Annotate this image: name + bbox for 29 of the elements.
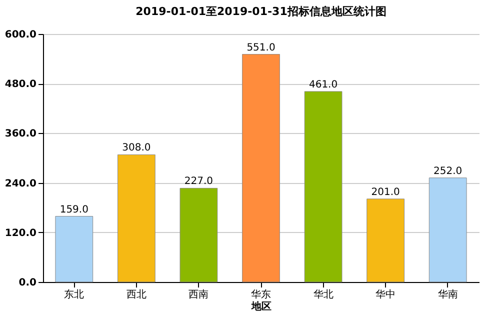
data-label: 252.0 (434, 166, 462, 177)
data-label: 159.0 (60, 204, 88, 216)
bar (304, 91, 342, 282)
data-label: 201.0 (371, 186, 400, 198)
x-tick-label: 华南 (438, 288, 458, 300)
bar (366, 198, 405, 282)
x-tick-label: 华东 (251, 288, 271, 300)
bar (242, 54, 280, 282)
bar (117, 154, 156, 282)
data-label: 551.0 (246, 42, 276, 54)
x-tick-label: 西北 (126, 288, 146, 300)
x-tick-label: 东北 (64, 288, 84, 300)
chart-title: 2019-01-01至2019-01-31招标信息地区统计图 (136, 5, 386, 18)
data-label: 227.0 (184, 176, 214, 188)
y-tick-label: 360.0 (4, 128, 37, 140)
x-tick-label: 华北 (313, 288, 334, 300)
data-label: 461.0 (308, 79, 338, 90)
x-tick-label: 华中 (376, 288, 396, 300)
y-tick-label: 0.0 (18, 278, 37, 288)
y-tick-label: 120.0 (4, 228, 37, 239)
x-axis-title: 地区 (250, 300, 272, 312)
y-tick-label: 600.0 (4, 30, 37, 40)
bar (180, 188, 218, 282)
bar (428, 178, 467, 282)
y-tick-label: 240.0 (4, 178, 37, 190)
y-tick-label: 480.0 (4, 79, 37, 90)
bar (55, 216, 94, 282)
x-tick-label: 西南 (188, 288, 209, 300)
data-label: 308.0 (122, 142, 151, 154)
